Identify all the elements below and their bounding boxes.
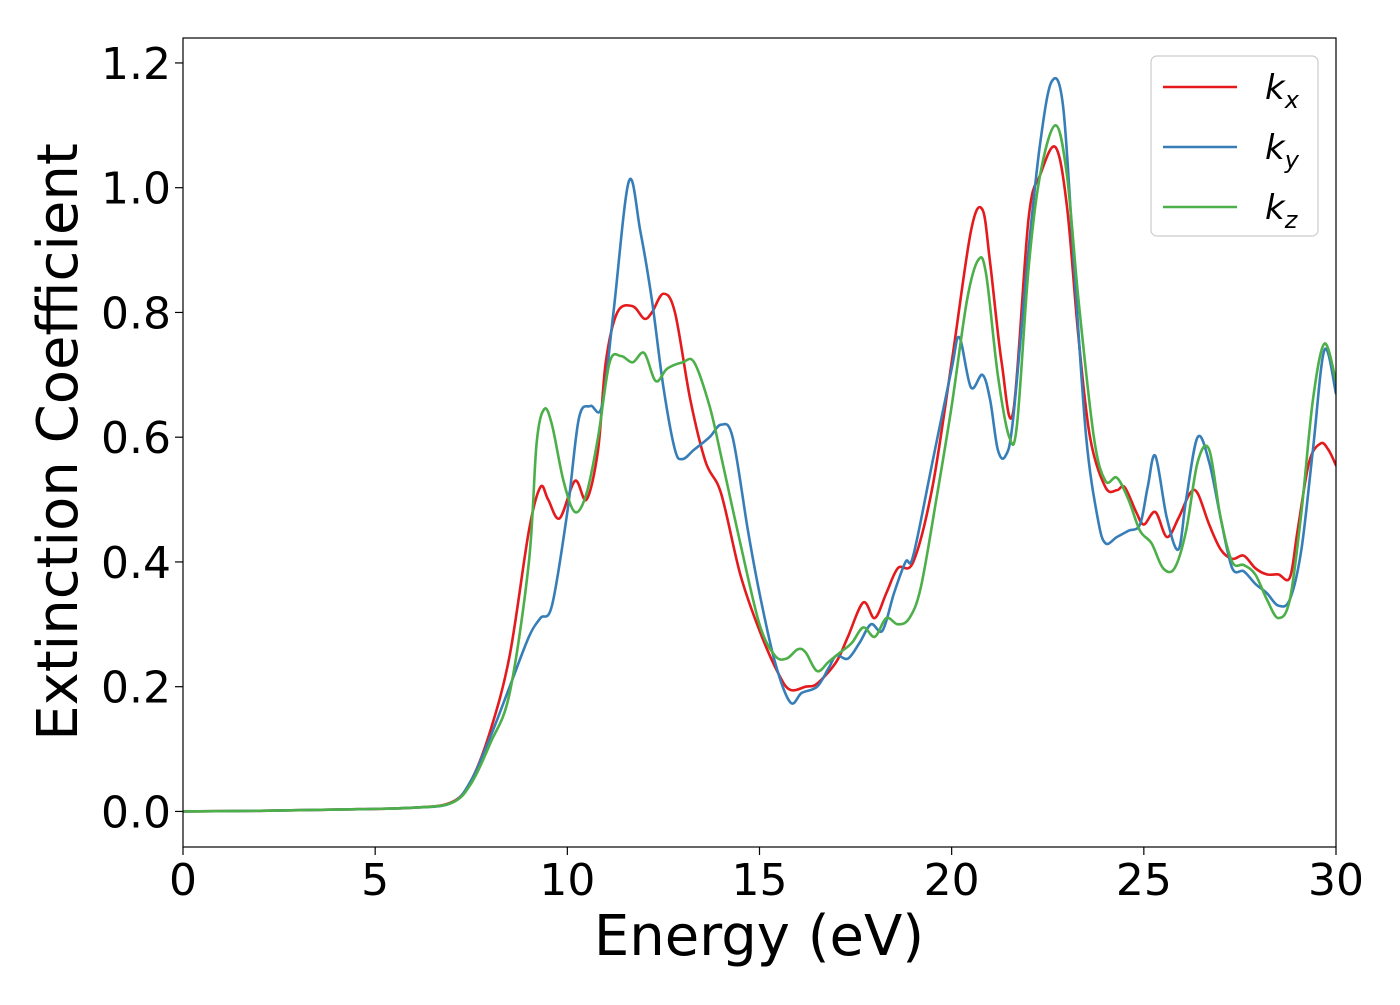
x-axis-title: Energy (eV)	[594, 904, 924, 969]
legend-label-subscript: z	[1284, 206, 1299, 234]
y-tick-label: 0.8	[101, 288, 171, 339]
series-line-kx	[183, 145, 1336, 813]
x-axis: 0 5 10 15 20 25 30	[169, 847, 1364, 906]
legend-label-ky: ky	[1265, 128, 1300, 174]
y-tick-label: 0.6	[101, 413, 171, 464]
legend-label-kz: kz	[1265, 188, 1299, 234]
legend-label-subscript: x	[1284, 86, 1300, 114]
legend-label-subscript: y	[1284, 146, 1300, 174]
y-tick-label: 1.0	[101, 164, 171, 215]
y-tick-label: 0.2	[101, 663, 171, 714]
series-group	[183, 77, 1336, 813]
x-tick-label: 30	[1308, 855, 1364, 906]
x-tick-label: 0	[169, 855, 197, 906]
y-tick-label: 0.4	[101, 538, 171, 589]
x-tick-label: 10	[539, 855, 595, 906]
y-axis: 0.0 0.2 0.4 0.6 0.8 1.0 1.2	[101, 39, 183, 838]
y-tick-label: 1.2	[101, 39, 171, 90]
x-tick-label: 20	[924, 855, 980, 906]
legend-label-main: k	[1265, 68, 1286, 108]
x-tick-label: 15	[732, 855, 788, 906]
series-line-ky	[183, 77, 1336, 813]
x-tick-label: 5	[361, 855, 389, 906]
y-tick-label: 0.0	[101, 787, 171, 838]
legend-label-main: k	[1265, 188, 1286, 228]
legend-label-kx: kx	[1265, 68, 1300, 114]
legend-label-main: k	[1265, 128, 1286, 168]
x-tick-label: 25	[1116, 855, 1172, 906]
y-axis-title: Extinction Coefficient	[26, 143, 91, 741]
series-line-kz	[183, 124, 1336, 813]
